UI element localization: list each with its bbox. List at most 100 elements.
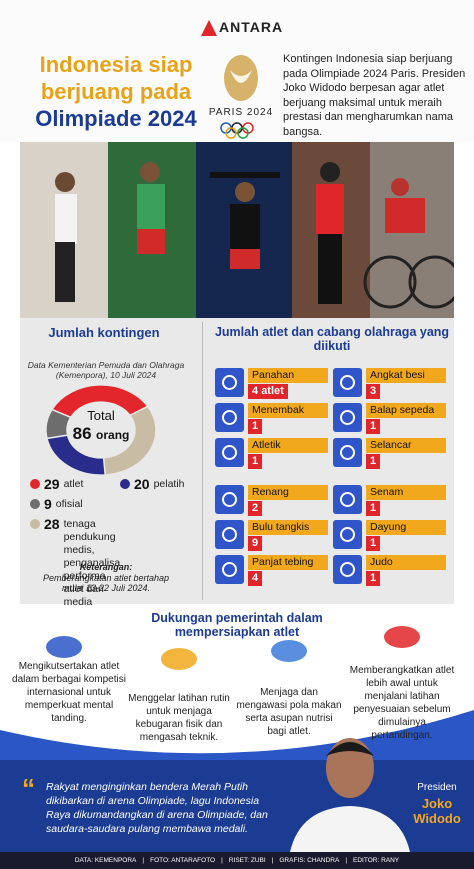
- separator: |: [221, 857, 223, 864]
- sport-value: 3: [366, 384, 381, 399]
- sport-value-number: 1: [370, 455, 377, 467]
- sport-icon: [333, 485, 362, 514]
- sport-value-number: 4: [252, 572, 259, 584]
- support-text: Menggelar latihan rutin untuk menjaga ke…: [128, 693, 230, 743]
- icon-glyph: [222, 562, 237, 577]
- quote-mark: “: [22, 773, 35, 803]
- credits: DATA: KEMENPORA | FOTO: ANTARAFOTO | RISET: …: [0, 852, 474, 869]
- brand: ANTARA: [219, 19, 284, 35]
- legend-value: 29: [44, 476, 60, 492]
- legend-label: pelatih: [153, 478, 185, 490]
- sport-name: Panjat tebing: [248, 555, 328, 570]
- icon-glyph: [340, 492, 355, 507]
- title-line: berjuang pada: [40, 79, 192, 104]
- icon-glyph: [340, 375, 355, 390]
- sport-name: Bulu tangkis: [248, 520, 328, 535]
- sport-value: 2: [248, 501, 263, 516]
- sport-name: Senam: [366, 485, 446, 500]
- icon-glyph: [340, 562, 355, 577]
- sport-value-number: 1: [252, 420, 259, 432]
- legend-label: ofisial: [55, 498, 83, 510]
- intro: Kontingen Indonesia siap berjuang pada O…: [283, 53, 466, 138]
- sport-value: 4 atlet: [248, 384, 288, 399]
- icon-glyph: [340, 410, 355, 425]
- icon-glyph: [222, 410, 237, 425]
- sport-value-number: 2: [252, 502, 259, 514]
- sport-value: 1: [366, 454, 381, 469]
- athlete-photos: [20, 142, 454, 318]
- sport-value-unit: atlet: [261, 385, 284, 397]
- sports-title: Jumlah atlet dan cabang olahraga yang di…: [214, 325, 450, 353]
- support-icon: [271, 640, 307, 662]
- sport-icon: [333, 520, 362, 549]
- support-icon: [384, 626, 420, 648]
- sport-value: 1: [366, 419, 381, 434]
- donut-segment: [45, 408, 72, 440]
- icon-glyph: [222, 492, 237, 507]
- total-value: 86: [72, 424, 92, 443]
- sport-value: 1: [248, 419, 263, 434]
- total: 86 orang: [61, 424, 141, 444]
- sport-icon: [333, 403, 362, 432]
- credit: FOTO: ANTARAFOTO: [150, 857, 216, 864]
- legend-value: 28: [44, 516, 60, 532]
- sport-icon: [215, 520, 244, 549]
- support-icon: [46, 636, 82, 658]
- icon-glyph: [222, 527, 237, 542]
- sport-value-number: 9: [252, 537, 259, 549]
- sport-icon: [215, 555, 244, 584]
- sport-name: Panahan: [248, 368, 328, 383]
- note-title: Keterangan:: [79, 562, 133, 572]
- sport-value-number: 1: [370, 537, 377, 549]
- credit: EDITOR: RANY: [353, 857, 400, 864]
- sport-value-number: 1: [370, 572, 377, 584]
- sport-icon: [215, 403, 244, 432]
- sport-value-number: 1: [370, 502, 377, 514]
- credit: RISET: ZUBI: [228, 857, 266, 864]
- logo-text: PARIS 2024: [208, 107, 274, 118]
- sport-name: Dayung: [366, 520, 446, 535]
- quote-name: Joko Widodo: [413, 796, 461, 826]
- support-text: Mengikutsertakan atlet dalam berbagai ko…: [12, 661, 126, 724]
- paris-logo: [220, 55, 258, 139]
- total-label: Total: [87, 408, 115, 423]
- contingent-title: Jumlah kontingen: [48, 325, 160, 340]
- icon-glyph: [222, 445, 237, 460]
- sport-icon: [333, 555, 362, 584]
- support-title: Dukungan pemerintah dalam mempersiapkan …: [151, 611, 323, 639]
- separator: |: [345, 857, 348, 864]
- support-text: Menjaga dan mengawasi pola makan serta a…: [236, 687, 342, 737]
- legend-item: 29 atlet: [30, 476, 120, 492]
- sport-value: 1: [366, 536, 381, 551]
- sport-name: Selancar: [366, 438, 446, 453]
- support-text: Memberangkatkan atlet lebih awal untuk m…: [349, 665, 455, 741]
- legend-dot: [30, 479, 40, 489]
- sport-value: 1: [366, 571, 381, 586]
- sport-icon: [215, 485, 244, 514]
- sport-name: Renang: [248, 485, 328, 500]
- note: Pemberangkatan atlet bertahap mulai 13-2…: [42, 573, 170, 593]
- credit: GRAFIS: CHANDRA: [279, 857, 340, 864]
- icon-glyph: [340, 527, 355, 542]
- legend-value: 9: [44, 496, 52, 512]
- total-unit: orang: [96, 428, 130, 442]
- donut: [45, 384, 157, 476]
- title-line: Indonesia siap: [39, 52, 193, 77]
- sport-name: Atletik: [248, 438, 328, 453]
- divider: [202, 322, 203, 600]
- sport-name: Menembak: [248, 403, 328, 418]
- sport-value: 1: [248, 454, 263, 469]
- sport-icon: [333, 438, 362, 467]
- sport-value-number: 3: [370, 385, 377, 397]
- sport-value-number: 1: [252, 455, 259, 467]
- sport-name: Angkat besi: [366, 368, 446, 383]
- legend-value: 20: [134, 476, 150, 492]
- sport-value: 1: [366, 501, 381, 516]
- sport-icon: [215, 438, 244, 467]
- legend-item: 9 ofisial: [30, 496, 120, 512]
- legend-item: 20 pelatih: [120, 476, 210, 492]
- separator: |: [271, 857, 274, 864]
- brand-logo: [201, 20, 217, 36]
- credit: DATA: KEMENPORA: [74, 857, 137, 864]
- title-line: Olimpiade 2024: [35, 106, 197, 131]
